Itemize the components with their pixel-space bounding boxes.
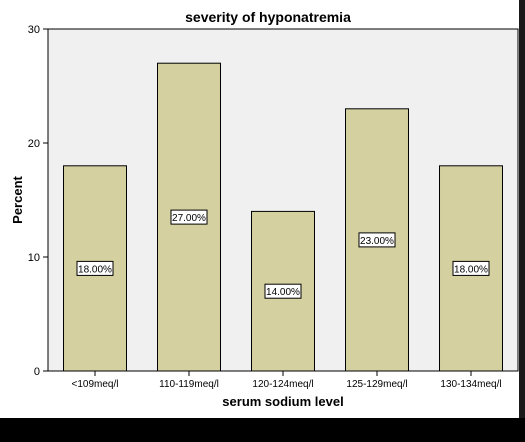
x-tick-label: 110-119meq/l xyxy=(159,379,219,390)
y-tick-label: 20 xyxy=(28,138,40,150)
data-label: 27.00% xyxy=(172,213,206,224)
data-label: 14.00% xyxy=(266,287,300,298)
x-tick-label: 120-124meq/l xyxy=(252,379,313,390)
data-label-box xyxy=(452,260,490,276)
x-tick-label: 125-129meq/l xyxy=(346,379,407,390)
y-axis: 0 10 20 30 xyxy=(28,24,48,378)
y-axis-label: Percent xyxy=(10,175,25,223)
y-tick-label: 10 xyxy=(28,252,40,264)
chart-title: severity of hyponatremia xyxy=(185,9,351,25)
data-label: 18.00% xyxy=(454,264,488,275)
window-bottom-bar xyxy=(0,418,525,442)
y-tick-label: 30 xyxy=(28,24,40,36)
bar-chart: severity of hyponatremia 0 10 20 30 18.00% 2… xyxy=(10,9,519,409)
window-edge xyxy=(519,0,525,418)
x-axis: <109meq/l 110-119meq/l 120-124meq/l 125-129… xyxy=(72,371,502,390)
data-label-box xyxy=(170,209,208,225)
data-label-box xyxy=(358,232,396,248)
x-axis-label: serum sodium level xyxy=(222,394,343,409)
data-label-box xyxy=(76,260,114,276)
y-tick-label: 0 xyxy=(34,366,40,378)
data-label: 18.00% xyxy=(78,264,112,275)
data-label: 23.00% xyxy=(360,236,394,247)
x-tick-label: <109meq/l xyxy=(72,379,119,390)
x-tick-label: 130-134meq/l xyxy=(440,379,501,390)
data-label-box xyxy=(264,283,302,299)
